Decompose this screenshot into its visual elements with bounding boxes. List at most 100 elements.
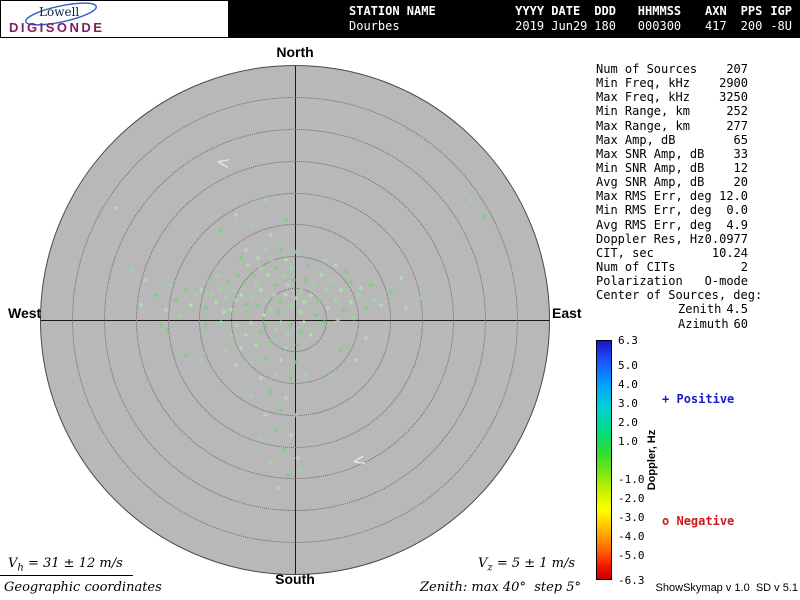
source-point: + xyxy=(128,266,134,276)
source-point: + xyxy=(198,356,204,366)
source-point: + xyxy=(298,286,304,296)
source-point: + xyxy=(363,334,369,344)
stats-panel: Num of Sources 207 Min Freq, kHz 2900 Max Fr… xyxy=(596,62,762,331)
stat-value: 252 xyxy=(726,104,748,119)
source-point: + xyxy=(231,286,237,296)
vz-symbol: V xyxy=(478,556,488,571)
time-label: HHMMSS xyxy=(637,4,682,18)
source-point: + xyxy=(275,308,281,318)
source-point: + xyxy=(281,271,287,281)
source-point: + xyxy=(258,328,264,338)
header-col-axn: AXN 417 xyxy=(705,4,741,38)
stat-value: 2 xyxy=(740,259,748,274)
date-value: 2019 Jun29 xyxy=(515,19,588,33)
ddd-label: DDD xyxy=(594,4,616,18)
stat-row: Min Freq, kHz 2900 xyxy=(596,76,748,90)
vh-subscript: h xyxy=(17,562,24,574)
source-point: + xyxy=(273,371,279,381)
negative-legend-label: Negative xyxy=(676,514,735,528)
source-point: + xyxy=(263,196,269,206)
source-point: + xyxy=(293,294,299,304)
source-point: + xyxy=(298,308,304,318)
source-point: + xyxy=(265,271,271,281)
source-point: + xyxy=(248,221,254,231)
stat-label: Min SNR Amp, dB xyxy=(596,160,705,175)
source-point: + xyxy=(315,296,321,306)
source-point: + xyxy=(208,291,214,301)
stat-row: Num of CITs 2 xyxy=(596,260,748,274)
stat-row: Avg SNR Amp, dB 20 xyxy=(596,175,748,189)
source-point: + xyxy=(273,281,279,291)
source-point: + xyxy=(198,286,204,296)
header-col-date: YYYY DATE 2019 Jun29 xyxy=(515,4,594,38)
source-point: + xyxy=(328,276,334,286)
source-point: + xyxy=(288,321,294,331)
stat-value: 277 xyxy=(726,118,748,133)
source-point: + xyxy=(255,254,261,264)
source-point: + xyxy=(263,321,269,331)
source-point: + xyxy=(203,304,209,314)
station-name-label: STATION NAME xyxy=(349,4,436,18)
source-point: + xyxy=(248,391,254,401)
source-point: + xyxy=(245,261,251,271)
source-point: + xyxy=(218,226,224,236)
stat-label: Min Range, km xyxy=(596,104,690,119)
source-point: + xyxy=(273,426,279,436)
stat-value: 12 xyxy=(733,160,748,175)
source-point: + xyxy=(233,211,239,221)
stat-label: Min Freq, kHz xyxy=(596,76,690,91)
source-point: + xyxy=(268,256,274,266)
source-point: + xyxy=(163,306,169,316)
source-point: + xyxy=(218,286,224,296)
source-point: + xyxy=(288,264,294,274)
source-point: + xyxy=(283,256,289,266)
stat-label: Max Amp, dB xyxy=(596,132,676,147)
source-point: + xyxy=(238,254,244,264)
source-point: + xyxy=(295,341,301,351)
stat-row: Polarization O-mode xyxy=(596,274,748,288)
source-point: + xyxy=(258,286,264,296)
source-point: + xyxy=(168,281,174,291)
vz-value: = 5 ± 1 m/s xyxy=(496,556,576,571)
colorbar-tick-label: -5.0 xyxy=(618,549,645,563)
source-point: + xyxy=(241,278,247,288)
source-point: + xyxy=(325,304,331,314)
source-point: + xyxy=(268,388,274,398)
source-point: + xyxy=(328,371,334,381)
stat-label: Polarization xyxy=(596,274,683,289)
digisonde-label: DIGISONDE xyxy=(9,20,105,35)
stat-label: CIT, sec xyxy=(596,245,654,260)
stat-row: Doppler Res, Hz 0.0977 xyxy=(596,232,748,246)
source-point: + xyxy=(268,306,274,316)
source-point: + xyxy=(228,331,234,341)
stat-row: Min SNR Amp, dB 12 xyxy=(596,161,748,175)
stat-value: 4.5 xyxy=(726,302,748,317)
source-point: + xyxy=(308,331,314,341)
stat-label: Doppler Res, Hz xyxy=(596,231,705,246)
source-point: + xyxy=(301,318,307,328)
compass-west-label: West xyxy=(8,305,42,321)
colorbar-axis-label: Doppler, Hz xyxy=(646,429,658,491)
pps-label: PPS xyxy=(740,4,763,18)
source-point: + xyxy=(283,394,289,404)
source-point: + xyxy=(183,286,189,296)
stat-label: Azimuth xyxy=(678,316,729,331)
stat-row: Max Range, km 277 xyxy=(596,119,748,133)
source-point: + xyxy=(203,321,209,331)
footer-separator-line xyxy=(0,575,133,576)
stat-row: Num of Sources 207 xyxy=(596,62,748,76)
source-point: + xyxy=(363,304,369,314)
horizontal-velocity-readout: Vh = 31 ± 12 m/s xyxy=(8,556,123,574)
source-point: + xyxy=(233,296,239,306)
source-point: + xyxy=(291,276,297,286)
source-point: + xyxy=(403,304,409,314)
stat-label: Max SNR Amp, dB xyxy=(596,146,705,161)
stat-value: O-mode xyxy=(704,274,748,289)
source-point: + xyxy=(258,374,264,384)
source-point: + xyxy=(305,261,311,271)
source-point: + xyxy=(368,281,374,291)
source-point: + xyxy=(255,301,261,311)
colorbar-tick-label: 1.0 xyxy=(618,434,638,448)
source-point: + xyxy=(258,434,264,444)
stat-row: CIT, sec 10.24 xyxy=(596,246,748,260)
